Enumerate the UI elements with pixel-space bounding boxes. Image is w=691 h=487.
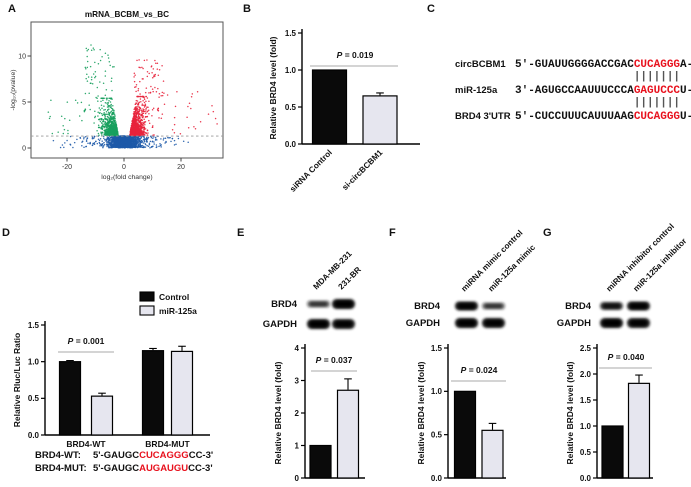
svg-text:0.0: 0.0 bbox=[28, 431, 40, 440]
svg-text:BRD4-WT: BRD4-WT bbox=[66, 439, 106, 449]
svg-text:mRNA_BCBM_vs_BC: mRNA_BCBM_vs_BC bbox=[85, 10, 169, 19]
svg-text:1.0: 1.0 bbox=[285, 66, 297, 75]
svg-text:miR-125a: miR-125a bbox=[159, 306, 197, 316]
seed-sequence: GAGUCCC bbox=[633, 85, 681, 97]
seed-sequence: AUGAUGU bbox=[139, 462, 189, 474]
panel-f-blot-and-chart: miRNA mimic control miR-125a mimic BRD4 GAP… bbox=[388, 228, 539, 487]
sequence-suffix: U-3' bbox=[680, 111, 691, 123]
svg-text:1: 1 bbox=[295, 441, 300, 450]
sequence-name: miR-125a bbox=[455, 85, 498, 96]
svg-text:0.0: 0.0 bbox=[285, 140, 297, 149]
base-pairing-marks: ||||||| bbox=[515, 97, 681, 109]
panel-label-d: D bbox=[2, 227, 10, 239]
svg-text:BRD4: BRD4 bbox=[414, 301, 441, 312]
panel-d-luciferase-chart: 0.0 0.5 1.0 1.5 Relative Rluc/Luc Ratio BRD4-… bbox=[0, 228, 235, 487]
svg-text:0.5: 0.5 bbox=[431, 430, 443, 439]
panel-label-c: C bbox=[427, 3, 435, 15]
sequence-row: BRD4 3'UTR 5'-CUCCUUUCAUUUAAGCUCAGGGU-3' bbox=[455, 110, 691, 124]
svg-text:0: 0 bbox=[122, 164, 126, 171]
panel-a-volcano-plot: mRNA_BCBM_vs_BC -20 0 20 0 5 10 log₂(fold chang… bbox=[6, 8, 236, 193]
seed-sequence: CUCAGGG bbox=[633, 59, 681, 71]
panel-g-blot-and-chart: miRNA inhibitor control miR-125a inhibito… bbox=[539, 222, 691, 487]
svg-text:0: 0 bbox=[295, 474, 300, 483]
svg-text:Relative BRD4 level (fold): Relative BRD4 level (fold) bbox=[273, 361, 283, 464]
sequence-prefix: 5'-GUAUUGGGGACCGAC bbox=[515, 59, 634, 71]
svg-text:0: 0 bbox=[22, 146, 26, 153]
sequence-suffix: U-5' bbox=[680, 85, 691, 97]
svg-text:0.0: 0.0 bbox=[580, 474, 592, 483]
svg-text:P = 0.024: P = 0.024 bbox=[461, 365, 498, 375]
svg-text:10: 10 bbox=[18, 54, 26, 61]
svg-text:20: 20 bbox=[177, 164, 185, 171]
svg-text:Relative Rluc/Luc Ratio: Relative Rluc/Luc Ratio bbox=[12, 333, 22, 427]
svg-text:2.5: 2.5 bbox=[580, 344, 592, 353]
seed-sequence: CUCAGGG bbox=[139, 450, 189, 461]
seed-sequence: CUCAGGG bbox=[633, 111, 681, 123]
svg-text:1.5: 1.5 bbox=[285, 29, 297, 38]
reporter-name: BRD4-WT: bbox=[35, 450, 81, 461]
svg-text:1.5: 1.5 bbox=[580, 396, 592, 405]
sequence-prefix: 3'-AGUGCCAAUUUCCCA bbox=[515, 85, 634, 97]
svg-text:P = 0.019: P = 0.019 bbox=[337, 50, 374, 60]
svg-text:3: 3 bbox=[295, 376, 300, 385]
svg-text:P = 0.040: P = 0.040 bbox=[608, 352, 645, 362]
svg-text:Relative BRD4 level (fold): Relative BRD4 level (fold) bbox=[268, 36, 278, 139]
reporter-sequence-row: BRD4-WT: 5'-GAUGCCUCAGGGCC-3' bbox=[35, 450, 214, 461]
svg-text:GAPDH: GAPDH bbox=[406, 318, 440, 329]
svg-text:Relative BRD4 level (fold): Relative BRD4 level (fold) bbox=[416, 361, 426, 464]
svg-text:Relative BRD4 level (fold): Relative BRD4 level (fold) bbox=[565, 361, 575, 464]
sequence-row: circBCBM1 5'-GUAUUGGGGACCGACCUCAGGGA-3' bbox=[455, 58, 691, 72]
svg-text:siRNA Control: siRNA Control bbox=[288, 148, 334, 194]
svg-text:5: 5 bbox=[22, 100, 26, 107]
sequence-prefix: 5'-CUCCUUUCAUUUAAG bbox=[515, 111, 634, 123]
svg-text:0.0: 0.0 bbox=[431, 474, 443, 483]
svg-text:-20: -20 bbox=[62, 164, 72, 171]
wt-mut-sequences: BRD4-WT: 5'-GAUGCCUCAGGGCC-3' BRD4-MUT: 5'-… bbox=[35, 450, 213, 475]
svg-text:GAPDH: GAPDH bbox=[557, 318, 591, 329]
svg-text:Control: Control bbox=[159, 292, 189, 302]
svg-text:1.0: 1.0 bbox=[580, 422, 592, 431]
svg-text:BRD4-MUT: BRD4-MUT bbox=[145, 439, 190, 449]
svg-text:2: 2 bbox=[295, 409, 300, 418]
panel-label-e: E bbox=[237, 227, 245, 239]
reporter-name: BRD4-MUT: bbox=[35, 462, 87, 474]
panel-b-bar-chart: 0.0 0.5 1.0 1.5 Relative BRD4 level (fold) si… bbox=[240, 8, 420, 223]
svg-text:BRD4: BRD4 bbox=[271, 299, 298, 310]
svg-text:1.5: 1.5 bbox=[431, 344, 443, 353]
svg-text:P = 0.001: P = 0.001 bbox=[68, 336, 105, 346]
svg-text:-log₁₀(pvalue): -log₁₀(pvalue) bbox=[10, 69, 17, 110]
svg-text:1.5: 1.5 bbox=[28, 321, 40, 330]
base-pairing-marks: ||||||| bbox=[515, 71, 681, 83]
svg-text:GAPDH: GAPDH bbox=[263, 319, 297, 330]
sequence-name: BRD4 3'UTR bbox=[455, 111, 511, 122]
sequence-suffix: A-3' bbox=[680, 59, 691, 71]
panel-label-g: G bbox=[543, 227, 552, 239]
svg-text:log₂(fold change): log₂(fold change) bbox=[101, 174, 152, 181]
panel-label-a: A bbox=[8, 3, 16, 15]
svg-text:P = 0.037: P = 0.037 bbox=[316, 355, 353, 365]
sequence-row: miR-125a 3'-AGUGCCAAUUUCCCAGAGUCCCU-5' bbox=[455, 84, 691, 98]
svg-text:BRD4: BRD4 bbox=[565, 301, 592, 312]
panel-label-f: F bbox=[389, 227, 396, 239]
svg-text:2.0: 2.0 bbox=[580, 370, 592, 379]
panel-label-b: B bbox=[243, 3, 251, 15]
sequence-name: circBCBM1 bbox=[455, 59, 506, 70]
panel-e-blot-and-chart: MDA-MB-231 231-BR BRD4 GAPDH 0 1 2 3 4 Relative … bbox=[235, 228, 388, 487]
svg-text:1.0: 1.0 bbox=[431, 387, 443, 396]
svg-text:1.0: 1.0 bbox=[28, 357, 40, 366]
svg-text:0.5: 0.5 bbox=[580, 448, 592, 457]
reporter-sequence-row: BRD4-MUT: 5'-GAUGCAUGAUGUCC-3' bbox=[35, 462, 213, 474]
svg-text:4: 4 bbox=[295, 344, 300, 353]
svg-text:si-circBCBM1: si-circBCBM1 bbox=[340, 148, 384, 192]
svg-text:0.5: 0.5 bbox=[285, 103, 297, 112]
svg-text:0.5: 0.5 bbox=[28, 394, 40, 403]
